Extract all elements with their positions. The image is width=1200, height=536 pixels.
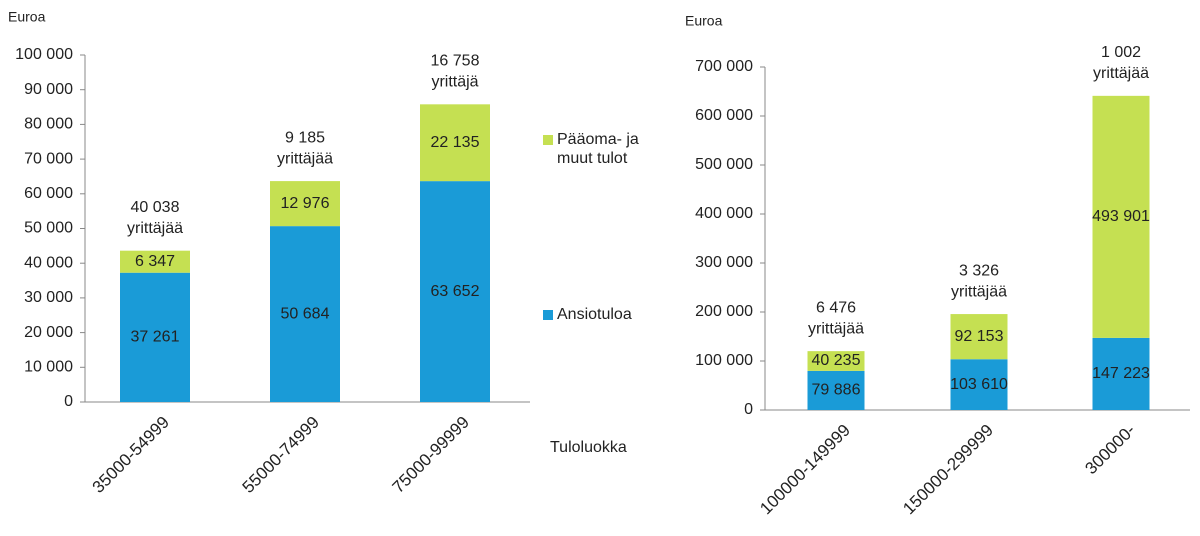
bar-segment	[120, 250, 190, 273]
y-tick-label: 100 000	[15, 46, 73, 63]
bar-segment	[950, 359, 1008, 410]
y-tick-label: 600 000	[695, 107, 753, 124]
x-tick-label: 150000-299999	[899, 421, 997, 519]
value-label: 37 261	[131, 329, 180, 346]
x-tick-label: 55000-74999	[239, 413, 323, 497]
value-label: 79 886	[812, 382, 861, 399]
y-tick-label: 700 000	[695, 58, 753, 75]
x-tick-label: 75000-99999	[389, 413, 473, 497]
y-tick-label: 90 000	[24, 81, 73, 98]
bar-segment	[1092, 337, 1150, 410]
bar-segment	[270, 226, 340, 402]
y-axis-label: Euroa	[685, 13, 723, 29]
bar-segment	[120, 272, 190, 402]
value-label: 63 652	[431, 283, 480, 300]
annotation-text: yrittäjää	[127, 220, 183, 237]
y-tick-label: 70 000	[24, 150, 73, 167]
legend-label: Pääoma- ja muut tulot	[557, 131, 639, 167]
y-axis-label: Euroa	[8, 9, 46, 25]
bar-segment	[807, 351, 865, 371]
bar-segment	[270, 181, 340, 227]
bar-segment	[1092, 95, 1150, 338]
y-tick-label: 40 000	[24, 254, 73, 271]
y-tick-label: 200 000	[695, 303, 753, 320]
value-label: 40 235	[812, 352, 861, 369]
legend-item: Ansiotuloa	[543, 305, 673, 324]
legend-swatch	[543, 310, 553, 320]
value-label: 493 901	[1092, 208, 1150, 225]
x-tick-label: 35000-54999	[89, 413, 173, 497]
bar-segment	[807, 370, 865, 410]
y-tick-label: 400 000	[695, 205, 753, 222]
annotation-text: yrittäjä	[431, 74, 478, 91]
legend-label: Ansiotuloa	[557, 306, 632, 323]
legend-swatch	[543, 135, 553, 145]
annotation-count: 6 476	[816, 299, 856, 316]
annotation-count: 1 002	[1101, 44, 1141, 61]
y-tick-label: 100 000	[695, 352, 753, 369]
value-label: 50 684	[281, 305, 330, 322]
bar-segment	[420, 104, 490, 182]
annotation-count: 40 038	[131, 199, 180, 216]
value-label: 12 976	[281, 195, 330, 212]
value-label: 147 223	[1092, 365, 1150, 382]
y-tick-label: 300 000	[695, 254, 753, 271]
x-axis-label: Tuloluokka	[550, 439, 627, 456]
annotation-text: yrittäjää	[1093, 65, 1149, 82]
annotation-text: yrittäjää	[951, 283, 1007, 300]
x-tick-label: 300000-	[1081, 421, 1139, 479]
value-label: 103 610	[950, 376, 1008, 393]
y-tick-label: 60 000	[24, 185, 73, 202]
annotation-count: 3 326	[959, 262, 999, 279]
x-tick-label: 100000-149999	[756, 421, 854, 519]
annotation-text: yrittäjää	[808, 320, 864, 337]
y-tick-label: 0	[64, 393, 73, 410]
y-tick-label: 0	[744, 401, 753, 418]
y-tick-label: 500 000	[695, 156, 753, 173]
legend-item: Pääoma- ja muut tulot	[543, 130, 673, 168]
value-label: 6 347	[135, 253, 175, 270]
annotation-count: 16 758	[431, 53, 480, 70]
y-tick-label: 80 000	[24, 116, 73, 133]
y-tick-label: 10 000	[24, 359, 73, 376]
y-tick-label: 20 000	[24, 324, 73, 341]
value-label: 22 135	[431, 134, 480, 151]
bar-segment	[950, 314, 1008, 360]
value-label: 92 153	[955, 328, 1004, 345]
bar-segment	[420, 181, 490, 402]
y-tick-label: 30 000	[24, 289, 73, 306]
annotation-text: yrittäjää	[277, 150, 333, 167]
y-tick-label: 50 000	[24, 220, 73, 237]
annotation-count: 9 185	[285, 129, 325, 146]
